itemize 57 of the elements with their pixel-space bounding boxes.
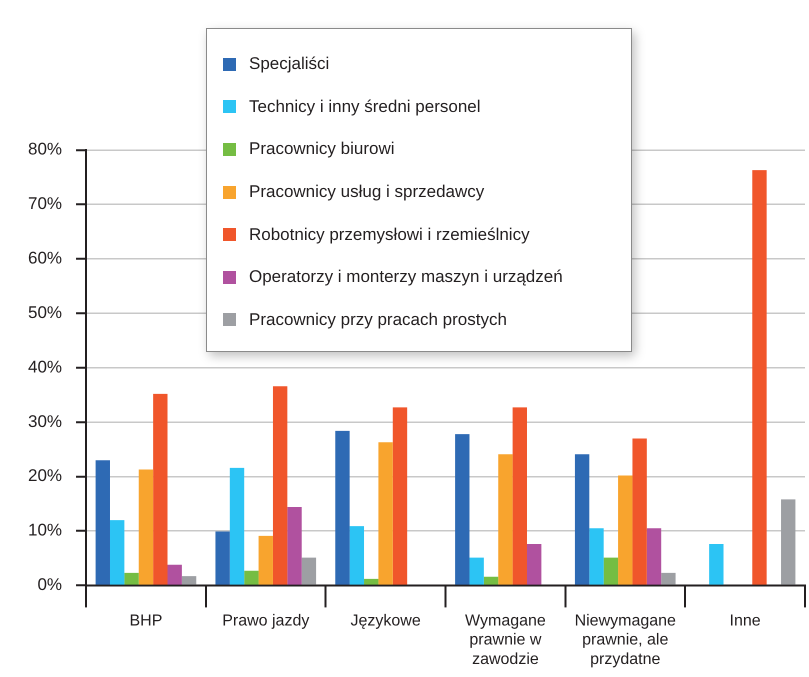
legend-label: Pracownicy biurowi	[249, 139, 394, 160]
bar	[110, 520, 124, 585]
bar	[350, 526, 364, 585]
x-tick-label: Językowe	[350, 612, 421, 630]
bar	[287, 507, 302, 585]
bar	[661, 572, 676, 585]
bar	[215, 532, 230, 585]
bar	[153, 394, 168, 585]
bar	[618, 475, 632, 585]
bar	[168, 564, 182, 585]
bar	[632, 438, 647, 585]
y-tick-label: 20%	[28, 466, 62, 486]
bar	[709, 544, 724, 585]
x-tick-label: Niewymagane prawnie, ale przydatne	[574, 612, 676, 668]
bar	[138, 469, 154, 585]
x-tick-label: Inne	[730, 612, 761, 630]
legend-label: Specjaliści	[249, 54, 330, 74]
legend-label: Operatorzy i monterzy maszyn i urządzeń	[249, 267, 563, 288]
bar	[484, 576, 498, 585]
bar	[526, 544, 542, 585]
y-tick-label: 0%	[37, 575, 62, 594]
bar	[272, 386, 288, 585]
bar	[392, 407, 408, 585]
bar	[96, 460, 110, 585]
y-tick-label: 80%	[28, 140, 62, 159]
y-tick-label: 30%	[28, 412, 62, 431]
x-tick-label: Prawo jazdy	[222, 612, 310, 630]
bar	[258, 536, 273, 585]
bar	[604, 558, 618, 585]
bar	[302, 558, 316, 585]
bar	[244, 570, 259, 585]
bar	[455, 434, 470, 585]
y-tick-label: 50%	[28, 302, 62, 322]
legend-label: Robotnicy przemysłowi i rzemieślnicy	[249, 224, 530, 245]
bar	[469, 558, 484, 585]
legend-label: Pracownicy usług i sprzedawcy	[249, 182, 484, 202]
bar	[335, 430, 350, 585]
legend-label: Pracownicy przy pracach prostych	[249, 310, 507, 330]
y-tick-label: 70%	[28, 194, 62, 214]
y-tick-label: 40%	[28, 357, 62, 376]
y-tick-label: 10%	[28, 520, 62, 540]
bar	[182, 576, 196, 585]
bar	[124, 572, 139, 585]
bar	[512, 407, 527, 585]
bar	[589, 528, 604, 585]
bar	[378, 442, 393, 585]
y-tick-label: 60%	[28, 248, 62, 268]
bar	[364, 578, 378, 585]
x-tick-label: Wymagane prawnie w zawodzie	[465, 612, 546, 668]
bar	[230, 468, 244, 585]
x-tick-label: BHP	[129, 612, 162, 630]
bar	[781, 499, 796, 585]
bar	[498, 454, 513, 585]
bar	[752, 170, 767, 585]
legend-label: Technicy i inny średni personel	[249, 96, 481, 117]
bar	[574, 454, 590, 585]
bar	[646, 528, 662, 585]
